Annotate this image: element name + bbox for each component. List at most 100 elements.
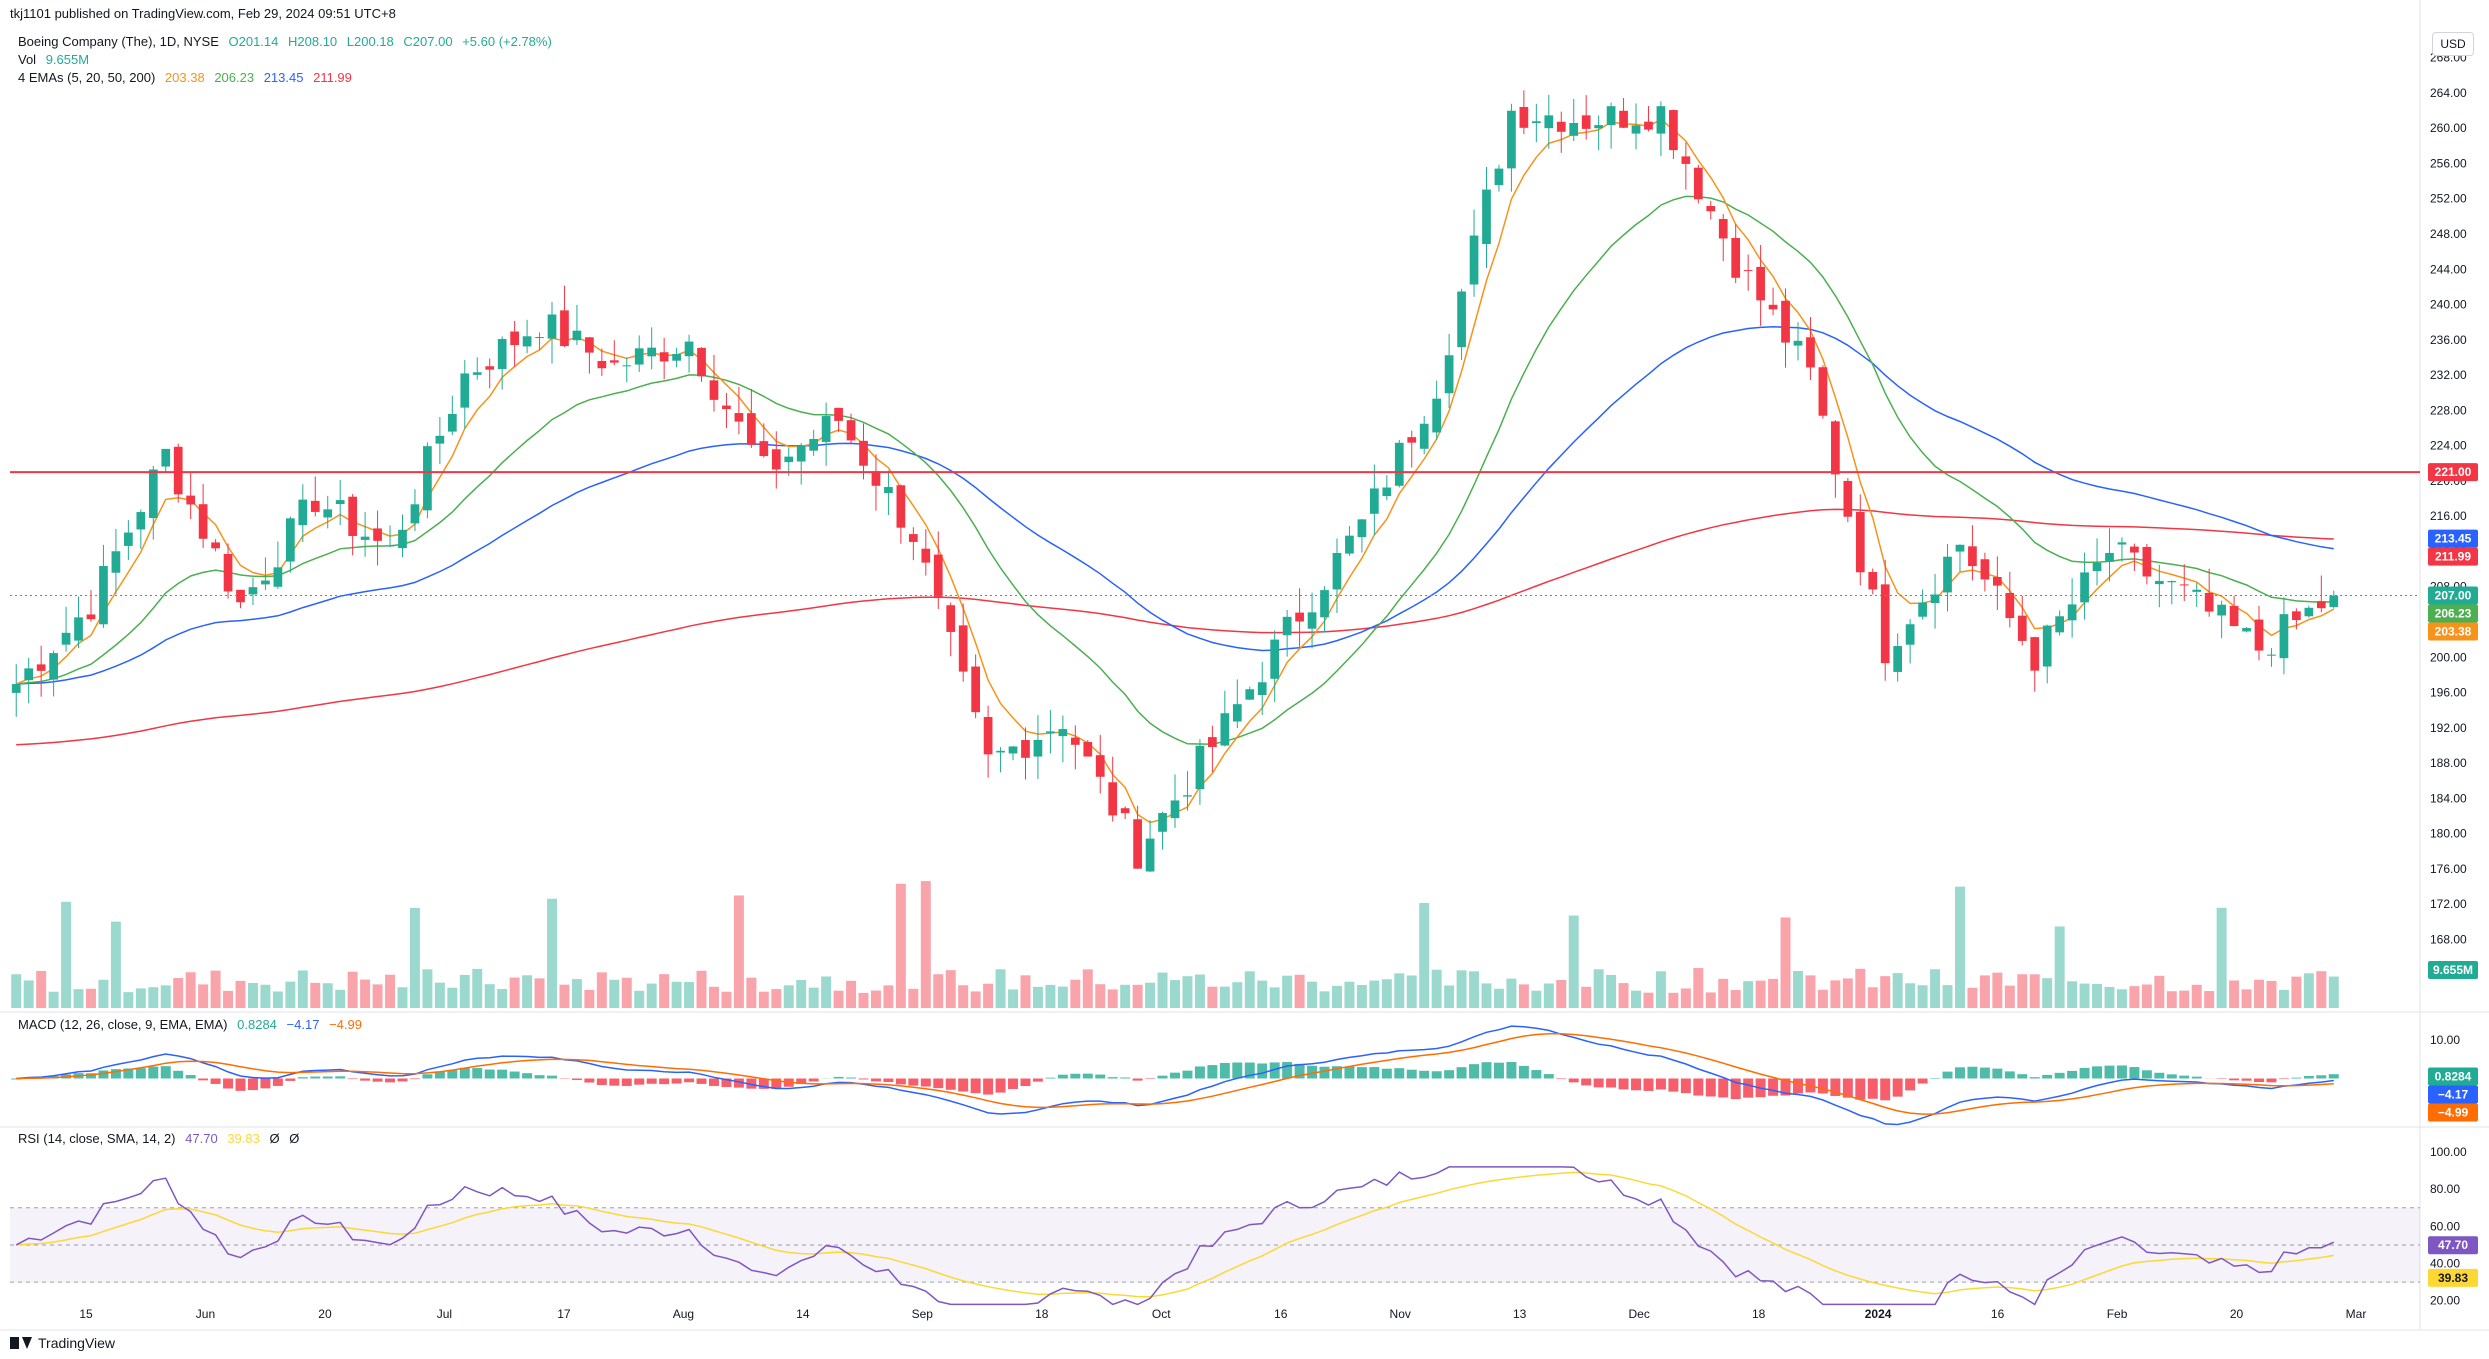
macd-histogram-bar bbox=[1394, 1068, 1405, 1079]
volume-bar bbox=[571, 979, 582, 1008]
price-label-bg bbox=[2428, 547, 2478, 566]
candle-body bbox=[1606, 106, 1616, 126]
macd-histogram-bar bbox=[721, 1078, 732, 1088]
macd-histogram-bar bbox=[1032, 1078, 1043, 1082]
volume-bar bbox=[2229, 980, 2240, 1008]
volume-bar bbox=[1718, 978, 1729, 1008]
candle-body bbox=[1058, 729, 1068, 737]
candle-body bbox=[1619, 110, 1628, 128]
macd-histogram-bar bbox=[1606, 1078, 1617, 1088]
macd-histogram-bar bbox=[908, 1078, 919, 1086]
volume-bar bbox=[1493, 988, 1504, 1008]
volume-bar bbox=[534, 978, 545, 1008]
rsi-value: 47.70 bbox=[185, 1131, 218, 1146]
macd-histogram-bar bbox=[2278, 1078, 2289, 1080]
volume-bar bbox=[1618, 983, 1629, 1008]
price-tick-label: 252.00 bbox=[2430, 192, 2467, 206]
volume-bar bbox=[746, 977, 757, 1008]
volume-bar bbox=[596, 972, 607, 1008]
volume-label[interactable]: Vol bbox=[18, 52, 37, 67]
volume-bar bbox=[1954, 886, 1965, 1008]
macd-histogram-bar bbox=[796, 1078, 807, 1085]
volume-bar bbox=[870, 990, 881, 1008]
candle-body bbox=[2329, 595, 2339, 607]
candle-body bbox=[1656, 106, 1666, 134]
candle-body bbox=[1855, 512, 1865, 573]
macd-histogram-bar bbox=[135, 1068, 146, 1079]
candle-body bbox=[86, 614, 96, 620]
ema200-line bbox=[16, 508, 2334, 746]
macd-histogram-bar bbox=[2116, 1065, 2127, 1079]
price-tick-label: 228.00 bbox=[2430, 403, 2467, 417]
candle-body bbox=[747, 413, 756, 445]
candle-body bbox=[111, 551, 121, 573]
candle-body bbox=[435, 435, 445, 444]
macd-histogram-bar bbox=[1170, 1072, 1180, 1079]
rsi-legend: RSI (14, close, SMA, 14, 2) 47.70 39.83 … bbox=[18, 1131, 305, 1146]
volume-bar bbox=[459, 974, 470, 1008]
candle-body bbox=[1930, 594, 1940, 604]
candle-body bbox=[1208, 737, 1217, 747]
candle-body bbox=[1021, 740, 1030, 758]
volume-bar bbox=[1793, 970, 1803, 1008]
candle-body bbox=[2067, 604, 2077, 621]
symbol-name[interactable]: Boeing Company (The), 1D, NYSE bbox=[18, 34, 219, 49]
candle-body bbox=[2279, 614, 2289, 659]
volume-bar bbox=[2054, 926, 2065, 1008]
macd-histogram-bar bbox=[1182, 1070, 1193, 1079]
volume-bar bbox=[1867, 987, 1878, 1008]
macd-histogram-bar bbox=[459, 1067, 470, 1079]
macd-histogram-bar bbox=[2328, 1074, 2339, 1079]
macd-histogram-bar bbox=[2104, 1065, 2115, 1079]
rsi-tick-label: 60.00 bbox=[2430, 1219, 2460, 1233]
macd-histogram-bar bbox=[173, 1070, 184, 1079]
volume-bar bbox=[1032, 986, 1043, 1008]
volume-bar bbox=[1643, 992, 1654, 1008]
macd-histogram-bar bbox=[1120, 1077, 1131, 1079]
candle-body bbox=[385, 545, 395, 547]
macd-histogram-bar bbox=[2229, 1078, 2240, 1081]
macd-histogram-bar bbox=[1020, 1078, 1031, 1087]
volume-bar bbox=[1194, 974, 1205, 1008]
candle-body bbox=[2204, 592, 2214, 612]
candle-body bbox=[136, 512, 146, 530]
candle-body bbox=[2192, 589, 2202, 592]
candle-body bbox=[1295, 612, 1304, 622]
rsi-label[interactable]: RSI (14, close, SMA, 14, 2) bbox=[18, 1131, 176, 1146]
candle-body bbox=[2092, 562, 2102, 572]
macd-histogram-bar bbox=[1219, 1062, 1230, 1079]
macd-histogram-bar bbox=[1207, 1065, 1218, 1079]
volume-bar bbox=[733, 895, 744, 1008]
macd-histogram-bar bbox=[858, 1078, 869, 1080]
currency-button[interactable]: USD bbox=[2432, 32, 2474, 56]
macd-label[interactable]: MACD (12, 26, close, 9, EMA, EMA) bbox=[18, 1017, 228, 1032]
candle-body bbox=[1382, 487, 1392, 497]
price-tick-label: 240.00 bbox=[2430, 298, 2467, 312]
candle-body bbox=[1394, 442, 1404, 486]
volume-bar bbox=[1219, 986, 1230, 1008]
volume-bar bbox=[347, 971, 358, 1008]
macd-histogram-bar bbox=[272, 1078, 283, 1086]
ema200-value: 211.99 bbox=[313, 70, 352, 85]
volume-bar bbox=[1780, 917, 1791, 1008]
volume-bar bbox=[621, 977, 632, 1008]
volume-bar bbox=[11, 974, 22, 1008]
macd-histogram-bar bbox=[945, 1078, 956, 1090]
ema50-line bbox=[16, 325, 2334, 685]
ema-label[interactable]: 4 EMAs (5, 20, 50, 200) bbox=[18, 70, 156, 85]
time-tick-label: 18 bbox=[1752, 1307, 1766, 1321]
volume-bar bbox=[1406, 975, 1417, 1008]
candle-body bbox=[1631, 125, 1641, 134]
volume-bar bbox=[2129, 986, 2140, 1008]
candle-body bbox=[1905, 624, 1915, 645]
candle-body bbox=[958, 625, 968, 672]
volume-bar bbox=[1842, 978, 1853, 1008]
candle-body bbox=[1681, 156, 1691, 164]
candle-body bbox=[1818, 367, 1828, 416]
candle-body bbox=[1257, 682, 1267, 696]
candle-body bbox=[49, 653, 58, 680]
volume-bar bbox=[210, 970, 221, 1008]
candle-body bbox=[1706, 206, 1716, 212]
macd-histogram-bar bbox=[509, 1071, 520, 1079]
